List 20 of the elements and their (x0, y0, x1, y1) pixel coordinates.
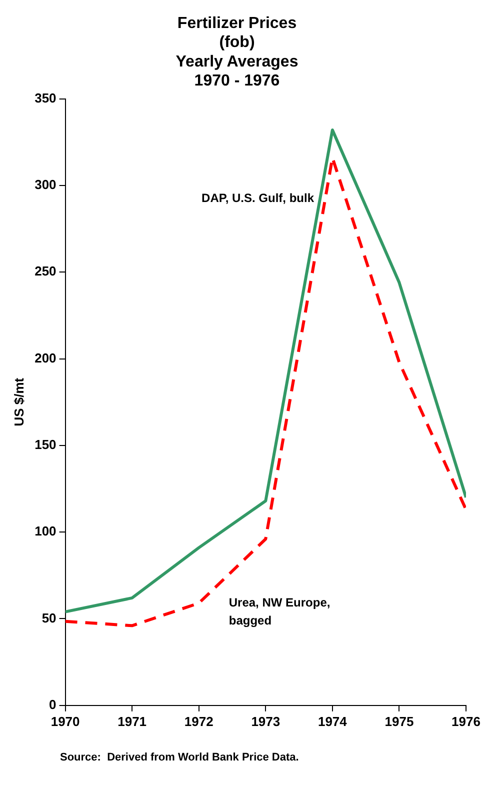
x-tick-label: 1971 (118, 714, 147, 729)
x-tick-label: 1970 (50, 714, 80, 729)
y-tick-label: 150 (34, 437, 56, 452)
y-tick-label: 250 (34, 264, 56, 279)
y-tick-label: 300 (34, 177, 56, 192)
y-tick-label: 50 (42, 610, 56, 626)
x-tick-label: 1974 (318, 714, 348, 729)
chart-title: Fertilizer Prices (fob) Yearly Averages 1970 - 1976 (176, 15, 298, 90)
series-label: Urea, NW Europe, bagged (228, 595, 330, 628)
x-tick-label: 1972 (184, 714, 214, 729)
source-note: Source: Derived from World Bank Price Data. (60, 751, 299, 764)
x-tick-label: 1975 (384, 714, 414, 729)
y-tick-label: 200 (34, 350, 56, 366)
y-axis-title: US $/mt (11, 377, 26, 426)
y-tick-label: 350 (34, 90, 56, 106)
x-tick-label: 1973 (251, 714, 280, 729)
series-label: DAP, U.S. Gulf, bulk (202, 191, 314, 206)
y-tick-label: 0 (49, 696, 56, 712)
y-tick-label: 100 (34, 524, 56, 539)
x-tick-label: 1976 (452, 714, 480, 729)
